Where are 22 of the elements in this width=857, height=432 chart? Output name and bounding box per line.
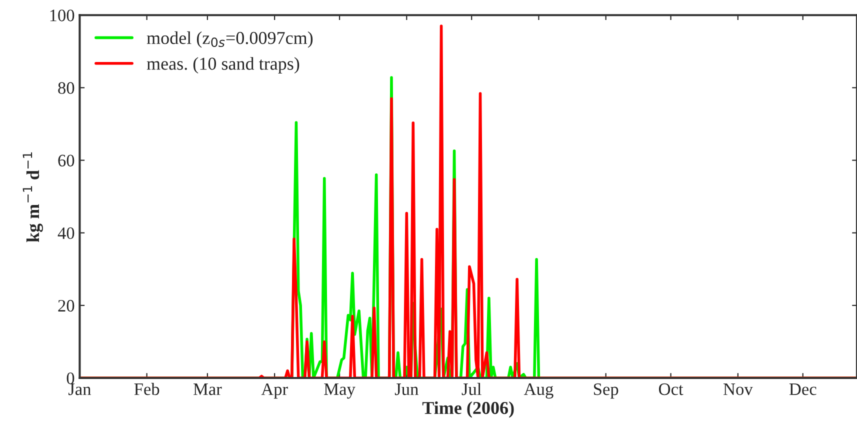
x-tick-label: Mar (193, 384, 222, 396)
x-tick-label: Jul (462, 382, 482, 396)
x-axis-title: Time (2006) (422, 401, 514, 418)
x-tick-label: Apr (261, 383, 288, 399)
x-tick-label: May (324, 383, 356, 399)
legend-label: model (z$_{0s}$=0.0097cm) (146, 31, 313, 48)
y-tick-label: 0 (66, 372, 74, 384)
x-tick-label: Jan (68, 384, 92, 396)
y-tick-label: 40 (58, 227, 74, 240)
y-tick-label: 20 (58, 300, 74, 312)
x-tick-label: Feb (134, 382, 160, 396)
x-tick-label: Aug (524, 383, 554, 399)
y-tick-label: 80 (58, 82, 74, 94)
y-tick-label: 100 (50, 10, 74, 22)
x-tick-label: Nov (723, 384, 753, 396)
y-axis-title: kg m$^{−1}$ d$^{−1}$ (22, 152, 43, 242)
legend-label: meas. (10 sand traps) (146, 57, 300, 74)
x-tick-label: Sep (594, 383, 618, 399)
y-tick-label: 60 (58, 154, 74, 166)
x-tick-label: Jun (394, 384, 418, 396)
x-tick-label: Dec (789, 384, 816, 396)
x-tick-label: Oct (658, 383, 684, 396)
